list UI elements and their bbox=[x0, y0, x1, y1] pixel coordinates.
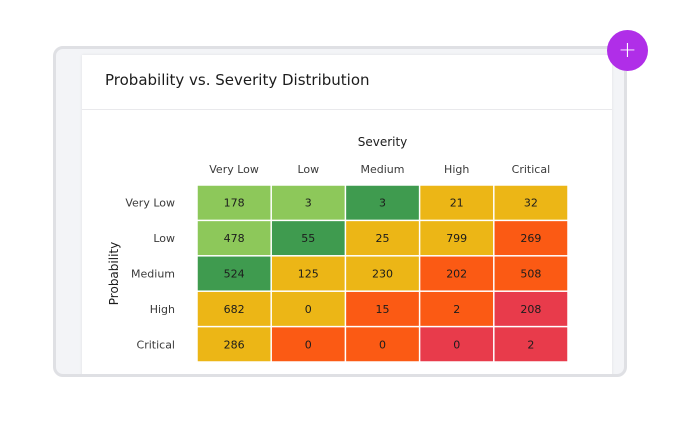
cell-value-label: 3 bbox=[305, 197, 312, 210]
cell-value-label: 2 bbox=[453, 303, 460, 316]
card-title: Probability vs. Severity Distribution bbox=[105, 71, 370, 89]
heatmap-cell bbox=[346, 221, 419, 256]
heatmap-cell bbox=[420, 221, 494, 256]
heatmap-cell bbox=[346, 256, 419, 291]
cell-value-label: 125 bbox=[298, 268, 319, 281]
y-tick-label: Very Low bbox=[125, 197, 175, 210]
heatmap-cell bbox=[494, 185, 568, 220]
cell-value-label: 269 bbox=[520, 232, 541, 245]
cell-value-label: 15 bbox=[376, 303, 390, 316]
cell-value-label: 208 bbox=[520, 303, 541, 316]
heatmap-cell bbox=[420, 256, 494, 291]
cell-value-label: 799 bbox=[446, 232, 467, 245]
cell-value-label: 25 bbox=[376, 232, 390, 245]
cell-value-label: 55 bbox=[301, 232, 315, 245]
cell-value-label: 0 bbox=[305, 338, 312, 351]
heatmap-cell bbox=[346, 327, 419, 362]
heatmap-cell bbox=[271, 256, 345, 291]
heatmap-cell bbox=[494, 327, 568, 362]
add-button[interactable]: + bbox=[607, 30, 648, 71]
cell-value-label: 0 bbox=[453, 338, 460, 351]
heatmap-cell bbox=[197, 291, 271, 326]
heatmap-cell bbox=[494, 291, 568, 326]
cell-value-label: 0 bbox=[305, 303, 312, 316]
cell-value-label: 230 bbox=[372, 268, 393, 281]
plus-icon: + bbox=[618, 37, 637, 63]
x-axis-title: Severity bbox=[358, 135, 408, 149]
heatmap-cell bbox=[420, 291, 494, 326]
y-tick-label: Medium bbox=[131, 268, 175, 281]
cell-value-label: 0 bbox=[379, 338, 386, 351]
cell-value-label: 682 bbox=[224, 303, 245, 316]
heatmap-cell bbox=[420, 327, 494, 362]
cell-value-label: 508 bbox=[520, 268, 541, 281]
heatmap-cell bbox=[197, 221, 271, 256]
heatmap-cell bbox=[197, 185, 271, 220]
cell-value-label: 478 bbox=[224, 232, 245, 245]
cell-value-label: 2 bbox=[527, 338, 534, 351]
heatmap-cell bbox=[271, 291, 345, 326]
heatmap-cell bbox=[271, 221, 345, 256]
cell-value-label: 21 bbox=[450, 197, 464, 210]
y-axis-title: Probability bbox=[107, 242, 121, 305]
x-tick-label: High bbox=[444, 163, 469, 176]
cell-value-label: 286 bbox=[224, 338, 245, 351]
y-tick-label: Critical bbox=[137, 338, 175, 351]
heatmap-cell bbox=[494, 256, 568, 291]
heatmap-cell bbox=[494, 221, 568, 256]
x-tick-label: Low bbox=[297, 163, 319, 176]
y-tick-label: High bbox=[150, 303, 175, 316]
heatmap-cell bbox=[197, 256, 271, 291]
heatmap-cell bbox=[346, 185, 419, 220]
y-tick-label: Low bbox=[153, 232, 175, 245]
heatmap-cell bbox=[271, 185, 345, 220]
x-tick-label: Critical bbox=[512, 163, 550, 176]
cell-value-label: 202 bbox=[446, 268, 467, 281]
x-tick-label: Very Low bbox=[209, 163, 259, 176]
card-header: Probability vs. Severity Distribution bbox=[82, 55, 612, 110]
cell-value-label: 3 bbox=[379, 197, 386, 210]
cell-value-label: 524 bbox=[224, 268, 245, 281]
cell-value-label: 178 bbox=[224, 197, 245, 210]
heatmap-cell bbox=[271, 327, 345, 362]
heatmap-cell bbox=[346, 291, 419, 326]
heatmap-cell bbox=[197, 327, 271, 362]
x-tick-label: Medium bbox=[361, 163, 405, 176]
heatmap-cell bbox=[420, 185, 494, 220]
cell-value-label: 32 bbox=[524, 197, 538, 210]
